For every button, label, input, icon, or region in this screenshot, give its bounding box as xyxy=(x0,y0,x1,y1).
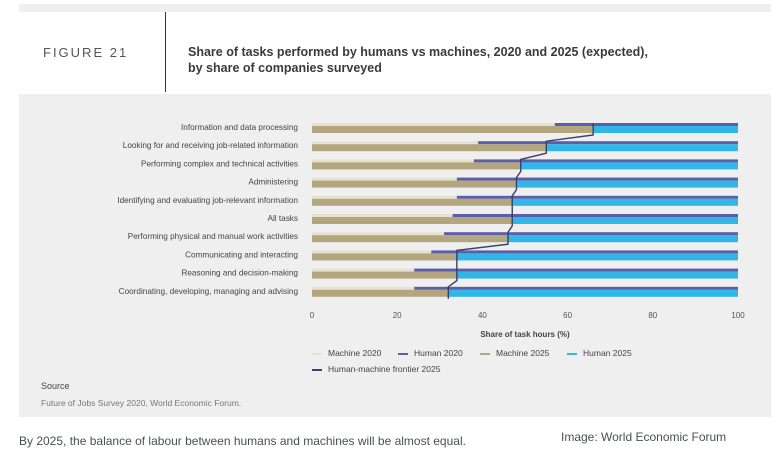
category-label: Identifying and evaluating job-relevant … xyxy=(117,196,298,205)
bar-machine-2020 xyxy=(312,286,415,290)
bar-machine-2025 xyxy=(312,162,521,170)
bar-human-2020 xyxy=(414,286,738,290)
header-divider xyxy=(165,12,166,92)
legend-label-machine-2025: Machine 2025 xyxy=(496,348,550,358)
bar-human-2025 xyxy=(593,126,738,133)
x-tick-label: 80 xyxy=(648,311,657,320)
category-label: Information and data processing xyxy=(181,123,298,132)
legend-item-human-2025: Human 2025 xyxy=(567,348,632,358)
bar-machine-2025 xyxy=(312,198,513,206)
legend-label-machine-2020: Machine 2020 xyxy=(328,348,382,358)
bar-machine-2025 xyxy=(312,289,449,297)
image-credit: Image: World Economic Forum xyxy=(561,430,727,444)
bar-human-2025 xyxy=(507,235,738,243)
top-band xyxy=(19,4,771,12)
bar-machine-2020 xyxy=(312,159,474,163)
figure-header xyxy=(19,12,771,94)
category-label: Communicating and interacting xyxy=(185,250,298,259)
bar-machine-2025 xyxy=(312,144,547,152)
bar-human-2025 xyxy=(456,253,738,261)
bar-human-2025 xyxy=(512,217,738,224)
bar-human-2020 xyxy=(452,214,738,217)
bar-human-2025 xyxy=(456,271,738,279)
legend-label-human-2020: Human 2020 xyxy=(414,348,463,358)
x-tick-label: 100 xyxy=(731,311,745,320)
category-label: Administering xyxy=(248,178,298,187)
x-tick-label: 60 xyxy=(563,311,572,320)
bar-machine-2025 xyxy=(312,271,457,279)
bar-machine-2025 xyxy=(312,180,517,188)
legend-swatch-human-2020 xyxy=(398,352,408,355)
bar-machine-2025 xyxy=(312,126,594,133)
x-tick-label: 20 xyxy=(393,311,402,320)
bar-machine-2020 xyxy=(312,250,432,254)
category-label: All tasks xyxy=(268,214,298,223)
bar-machine-2020 xyxy=(312,141,479,145)
bar-human-2025 xyxy=(520,162,738,170)
x-axis-label: Share of task hours (%) xyxy=(480,330,570,339)
bar-human-2025 xyxy=(516,180,738,188)
source-label: Source xyxy=(41,381,70,391)
bar-machine-2025 xyxy=(312,253,457,261)
legend-swatch-frontier xyxy=(312,368,322,371)
bar-human-2020 xyxy=(431,250,738,254)
x-tick-label: 40 xyxy=(478,311,487,320)
source-text: Future of Jobs Survey 2020, World Econom… xyxy=(41,398,242,408)
bar-human-2025 xyxy=(512,198,738,206)
bar-human-2020 xyxy=(473,159,738,163)
category-label: Looking for and receiving job-related in… xyxy=(123,141,299,150)
legend-item-machine-2025: Machine 2025 xyxy=(480,348,549,358)
bar-machine-2020 xyxy=(312,123,555,126)
category-label: Performing complex and technical activit… xyxy=(141,159,298,168)
figure-title-line-2: by share of companies surveyed xyxy=(188,61,382,75)
legend-swatch-machine-2020 xyxy=(312,352,322,355)
frontier-line xyxy=(447,123,594,299)
x-tick-label: 0 xyxy=(310,311,315,320)
legend-label-human-2025: Human 2025 xyxy=(583,348,632,358)
bar-human-2020 xyxy=(414,268,738,272)
bar-human-2020 xyxy=(444,232,738,236)
legend-item-human-2020: Human 2020 xyxy=(398,348,463,358)
bar-machine-2020 xyxy=(312,177,457,181)
legend-swatch-human-2025 xyxy=(567,352,577,355)
bar-human-2020 xyxy=(456,195,738,199)
bar-machine-2020 xyxy=(312,232,445,236)
bar-machine-2020 xyxy=(312,195,457,199)
category-label: Coordinating, developing, managing and a… xyxy=(119,287,299,296)
figure-label: FIGURE 21 xyxy=(43,45,129,60)
image-caption: By 2025, the balance of labour between h… xyxy=(19,434,466,448)
bar-human-2025 xyxy=(546,144,738,152)
bar-human-2025 xyxy=(448,289,738,297)
figure-title-line-1: Share of tasks performed by humans vs ma… xyxy=(188,45,648,59)
category-label: Performing physical and manual work acti… xyxy=(128,232,298,241)
bar-machine-2025 xyxy=(312,235,508,243)
bar-machine-2025 xyxy=(312,217,513,224)
legend-swatch-machine-2025 xyxy=(480,352,490,355)
legend-item-frontier: Human-machine frontier 2025 xyxy=(312,364,440,374)
bar-human-2020 xyxy=(456,177,738,181)
bar-human-2020 xyxy=(478,141,738,145)
bar-machine-2020 xyxy=(312,214,453,217)
bar-machine-2020 xyxy=(312,268,415,272)
bar-human-2020 xyxy=(554,123,738,126)
legend-item-machine-2020: Machine 2020 xyxy=(312,348,381,358)
category-label: Reasoning and decision-making xyxy=(181,269,298,278)
legend-label-frontier: Human-machine frontier 2025 xyxy=(328,364,441,374)
figure-title: Share of tasks performed by humans vs ma… xyxy=(188,44,708,76)
